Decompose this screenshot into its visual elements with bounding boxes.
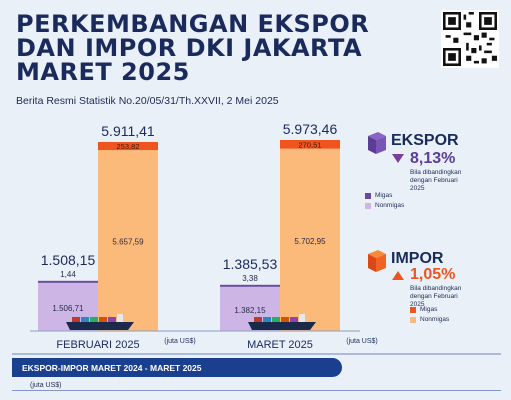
footer-divider [12, 390, 501, 391]
qr-code-icon [443, 12, 497, 66]
arrow-up-icon [392, 271, 404, 280]
category-label: FEBRUARI 2025 [56, 339, 139, 351]
bar-ekspor-migas [38, 280, 98, 283]
impor-summary: IMPOR 1,05% Bila dibandingkan dengan Feb… [365, 248, 505, 328]
legend-label: Migas [375, 192, 393, 199]
ship-container [281, 317, 289, 322]
legend-swatch [365, 202, 371, 209]
ekspor-note: Bila dibandingkan dengan Februari 2025 [410, 169, 462, 192]
ship-container [254, 317, 262, 322]
impor-legend-migas: Migas [410, 306, 437, 313]
category-label: MARET 2025 [247, 339, 313, 351]
bar-impor-migas [98, 141, 158, 151]
impor-legend-nonmigas: Nonmigas [410, 316, 449, 323]
legend-swatch [410, 316, 416, 323]
bar-ekspor-migas [220, 284, 280, 287]
label-ekspor-migas: 1,44 [60, 270, 76, 279]
label-impor-nonmigas: 5.657,59 [112, 238, 144, 247]
ship-bridge [299, 314, 305, 322]
container-icon [368, 132, 386, 154]
page-title: PERKEMBANGAN EKSPOR DAN IMPOR DKI JAKART… [16, 10, 370, 86]
unit-label: (juta US$) [164, 338, 196, 345]
legend-swatch [365, 192, 371, 199]
legend-label: Migas [420, 306, 438, 313]
label-impor-total: 5.911,41 [101, 123, 155, 139]
bar-impor-nonmigas [98, 150, 158, 331]
ship-container [81, 317, 89, 322]
bar-impor-nonmigas [280, 148, 340, 331]
label-ekspor-nonmigas: 1.506,71 [52, 304, 84, 313]
arrow-down-icon [392, 154, 404, 163]
impor-label: IMPOR [391, 250, 444, 267]
label-impor-nonmigas: 5.702,95 [294, 237, 326, 246]
label-ekspor-migas: 3,38 [242, 274, 258, 283]
ekspor-summary: EKSPOR 8,13% Bila dibandingkan dengan Fe… [365, 130, 505, 220]
legend-label: Nonmigas [375, 202, 405, 209]
ship-container [272, 317, 280, 322]
label-ekspor-total: 1.508,15 [41, 252, 96, 268]
qr-code[interactable] [441, 10, 499, 68]
legend-swatch [410, 306, 416, 313]
ship-container [90, 317, 98, 322]
ship-container [263, 317, 271, 322]
impor-change: 1,05% [410, 266, 456, 283]
ship-container [99, 317, 107, 322]
label-ekspor-nonmigas: 1.382,15 [234, 306, 266, 315]
label-impor-migas: 253,82 [117, 142, 140, 151]
legend-label: Nonmigas [420, 316, 450, 323]
ekspor-change: 8,13% [410, 150, 456, 167]
ekspor-label: EKSPOR [391, 132, 459, 149]
container-icon [368, 250, 386, 272]
label-impor-migas: 270,51 [299, 140, 322, 149]
page-subtitle: Berita Resmi Statistik No.20/05/31/Th.XX… [16, 95, 279, 107]
impor-note: Bila dibandingkan dengan Februari 2025 [410, 285, 462, 308]
label-ekspor-total: 1.385,53 [223, 256, 278, 272]
bar-impor-migas [280, 140, 340, 149]
ship-hull [248, 322, 316, 330]
ekspor-legend-migas: Migas [365, 192, 392, 199]
ship-container [290, 317, 298, 322]
ekspor-legend-nonmigas: Nonmigas [365, 202, 404, 209]
ship-container [72, 317, 80, 322]
footer-unit-note: (juta US$) [30, 382, 62, 389]
unit-label: (juta US$) [346, 338, 378, 345]
footer-section-bar: EKSPOR-IMPOR MARET 2024 - MARET 2025 [12, 358, 342, 377]
label-impor-total: 5.973,46 [283, 121, 338, 137]
ship-bridge [117, 314, 123, 322]
ship-container [108, 317, 116, 322]
ship-hull [66, 322, 134, 330]
